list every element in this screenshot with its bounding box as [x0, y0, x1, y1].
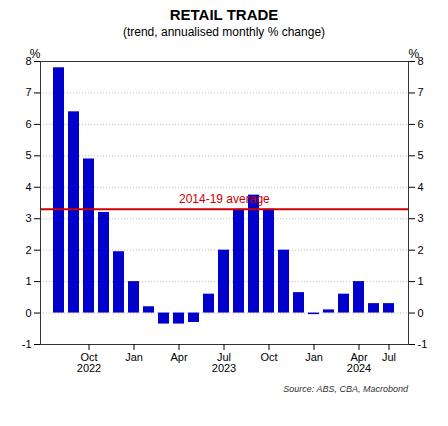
svg-text:-1: -1: [418, 338, 428, 350]
svg-text:5: 5: [25, 149, 31, 161]
svg-text:0: 0: [25, 307, 31, 319]
svg-text:5: 5: [418, 149, 424, 161]
svg-text:Oct2022: Oct2022: [77, 351, 101, 374]
svg-text:1: 1: [25, 275, 31, 287]
svg-text:3: 3: [418, 212, 424, 224]
svg-text:3: 3: [25, 212, 31, 224]
html-text:Source: ABS, CBA, Macrobond: Source: ABS, CBA, Macrobond: [283, 384, 408, 394]
html-text:(trend, annualised monthly % c: (trend, annualised monthly % change): [122, 25, 326, 39]
svg-text:7: 7: [418, 86, 424, 98]
svg-text:Apr2024: Apr2024: [347, 351, 371, 374]
svg-text:2: 2: [25, 244, 31, 256]
svg-text:8: 8: [417, 55, 424, 67]
svg-text:1: 1: [418, 275, 424, 287]
svg-text:4: 4: [418, 181, 424, 193]
svg-text:Jul2023: Jul2023: [212, 351, 236, 374]
svg-text:Jan: Jan: [125, 351, 143, 363]
svg-text:8: 8: [25, 55, 32, 67]
svg-text:2014-19 average: 2014-19 average: [179, 192, 270, 206]
svg-text:Oct: Oct: [260, 351, 277, 363]
html-text:RETAIL TRADE: RETAIL TRADE: [169, 6, 279, 23]
svg-text:0: 0: [418, 307, 424, 319]
svg-text:-1: -1: [22, 338, 32, 350]
svg-text:%: %: [30, 47, 41, 61]
svg-text:Jul: Jul: [382, 351, 396, 363]
svg-text:6: 6: [25, 118, 31, 130]
svg-text:7: 7: [25, 86, 31, 98]
svg-text:6: 6: [418, 118, 424, 130]
svg-text:4: 4: [25, 181, 31, 193]
svg-text:%: %: [409, 47, 420, 61]
svg-text:Apr: Apr: [170, 351, 187, 363]
svg-text:2: 2: [418, 244, 424, 256]
svg-text:Jan: Jan: [305, 351, 323, 363]
